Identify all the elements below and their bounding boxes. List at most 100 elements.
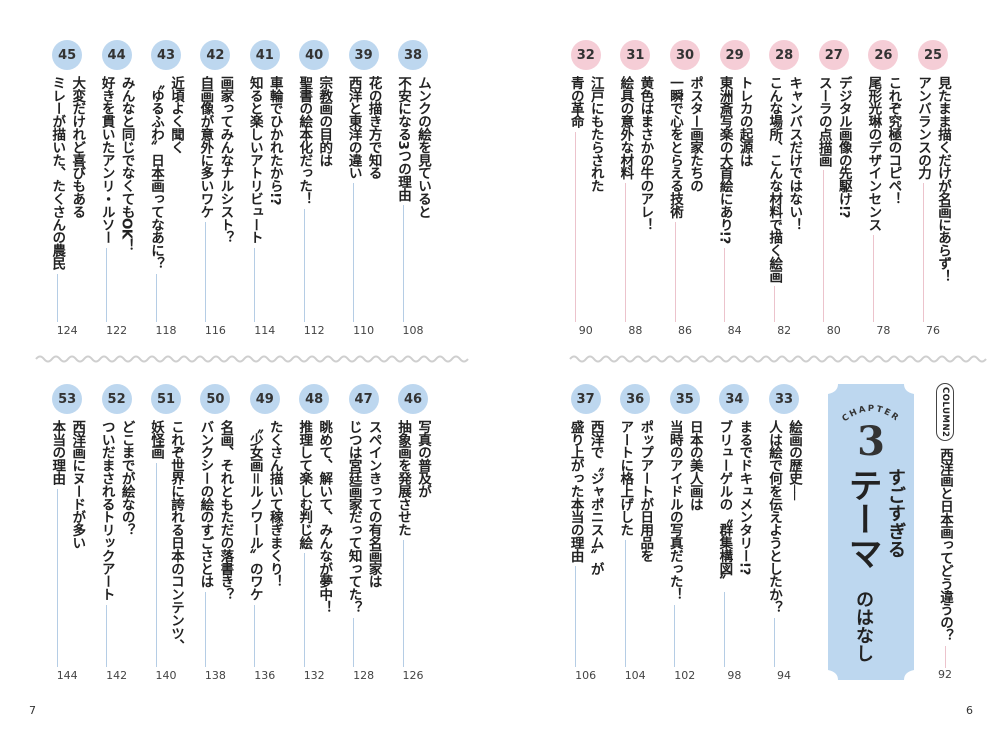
column-title: 西洋画と日本画ってどう違うの？ (937, 448, 953, 642)
leader-line (624, 540, 626, 667)
toc-entry[interactable]: 42 画家ってみんなナルシスト？ 自画像が意外に多いワケ 116 (191, 0, 239, 734)
folio-right: 6 (966, 704, 973, 717)
entry-title: どこまでが絵なの？ ついだまされるトリックアート (93, 420, 141, 667)
toc-entry[interactable]: 28 キャンバスだけではない！ こんな場所、こんな材料で描く絵画 82 (760, 0, 808, 734)
entry-page-number: 144 (56, 669, 78, 682)
entry-title: 絵画の歴史── 人は絵で何を伝えようとしたか？ (760, 420, 808, 667)
entry-number-badge: 35 (669, 384, 700, 414)
toc-entry[interactable]: 36 ポップアートが日用品を アートに格上げした 104 (611, 0, 659, 734)
toc-entry[interactable]: 53 西洋画にヌードが多い 本当の理由 144 (43, 0, 91, 734)
leader-line (353, 183, 355, 322)
toc-entry[interactable]: 43 近頃よく聞く 〝ゆるふわ〟日本画ってなあに？ 118 (142, 0, 190, 734)
entry-number-badge: 51 (151, 384, 181, 414)
leader-line (56, 488, 58, 667)
toc-entry[interactable]: 25 見たまま描くだけが名画にあらず！ アンバランスの力 76 (909, 0, 957, 734)
entry-title: ポップアートが日用品を アートに格上げした (611, 420, 659, 667)
entry-title-last-column: 不安になる3つの理由 (395, 76, 411, 322)
entry-page-number: 122 (106, 324, 128, 337)
entry-title-line: ポスター画家たちの (687, 76, 703, 193)
entry-title-last-column: 〝少女画＝ルノワール〟のワケ (247, 420, 263, 667)
chapter-title-2: テーマ (842, 468, 882, 570)
entry-title-line: 聖書の絵本化だった！ (296, 76, 313, 206)
entry-title-last-column: バンクシーの絵のすごさとは (197, 420, 213, 667)
entry-title-line: まるでドキュメンタリー!? (736, 420, 753, 575)
entry-title: たくさん描いて稼ぎまくり！ 〝少女画＝ルノワール〟のワケ (241, 420, 289, 667)
toc-entry[interactable]: 27 デジタル画像の先駆け!? スーラの点描画 80 (810, 0, 858, 734)
entry-title: デジタル画像の先駆け!? スーラの点描画 (810, 76, 858, 322)
toc-entry[interactable]: 31 黄色はまさかの牛のアレ！ 絵具の意外な材料 88 (611, 0, 659, 734)
entry-page-number: 80 (826, 324, 841, 337)
toc-entry[interactable]: 37 西洋で〝ジャポニスム〟が 盛り上がった本当の理由 106 (562, 0, 610, 734)
toc-entry[interactable]: 26 これぞ究極のコピペ！ 尾形光琳のデザインセンス 78 (859, 0, 907, 734)
leader-line (674, 604, 676, 667)
entry-title-line: 大変だけれど喜びもある (69, 76, 86, 218)
entry-title-line: たくさん描いて稼ぎまくり！ (266, 420, 283, 588)
toc-entry[interactable]: 52 どこまでが絵なの？ ついだまされるトリックアート 142 (93, 0, 141, 734)
leader-line (106, 247, 108, 322)
leader-line (944, 645, 946, 668)
entry-page-number: 112 (303, 324, 325, 337)
entry-page-number: 104 (624, 669, 646, 682)
entry-number-badge: 42 (200, 40, 231, 70)
entry-number-badge: 30 (670, 40, 700, 70)
entry-title-line: 眺めて、解いて、みんなが夢中！ (316, 420, 333, 614)
entry-number-badge: 49 (249, 384, 280, 414)
entry-number-badge: 53 (52, 384, 83, 414)
toc-entry[interactable]: 29 トレカの起源は 東洲斎写楽の大首絵にあり!? 84 (711, 0, 759, 734)
entry-title-line: ミレーが描いた、たくさんの農民 (49, 76, 66, 270)
entry-title-line: 江戸にもたらされた (587, 76, 604, 193)
entry-title-line: 妖怪画 (148, 420, 164, 459)
toc-entry[interactable]: 50 名画、それともただの落書き？ バンクシーの絵のすごさとは 138 (191, 0, 239, 734)
entry-number-badge: 52 (101, 384, 132, 414)
entry-title: 画家ってみんなナルシスト？ 自画像が意外に多いワケ (191, 76, 239, 322)
entry-title-line: 青の革命 (567, 76, 584, 128)
entry-title-line: 本当の理由 (49, 420, 66, 485)
toc-entry[interactable]: 47 スペインきっての有名画家は じつは宮廷画家だって知ってた？ 128 (340, 0, 388, 734)
entry-page-number: 76 (926, 324, 940, 337)
leader-line (204, 221, 206, 322)
entry-page-number: 140 (155, 669, 177, 682)
leader-line (402, 204, 404, 322)
entry-title-last-column: ブリューゲルの〝群集構図〟 (716, 420, 732, 667)
entry-title-line: こんな場所、こんな材料で描く絵画 (766, 76, 783, 283)
entry-title-line: 〝少女画＝ルノワール〟のワケ (246, 420, 263, 601)
leader-line (254, 247, 256, 322)
toc-entry[interactable]: 49 たくさん描いて稼ぎまくり！ 〝少女画＝ルノワール〟のワケ 136 (241, 0, 289, 734)
toc-entry[interactable]: 39 花の描き方で知る 西洋と東洋の違い 110 (340, 0, 388, 734)
entry-number-badge: 37 (570, 384, 601, 414)
toc-entry[interactable]: 45 大変だけれど喜びもある ミレーが描いた、たくさんの農民 124 (43, 0, 91, 734)
entry-title: みんなと同じでなくてもOK！ 好きを貫いたアンリ・ルソー (93, 76, 141, 322)
toc-entry[interactable]: 51 これぞ世界に誇れる日本のコンテンツ、 妖怪画 140 (142, 0, 190, 734)
entry-title-last-column: 絵具の意外な材料 (617, 76, 633, 322)
entry-page-number: 118 (155, 324, 177, 337)
entry-title-line: スーラの点描画 (815, 76, 832, 167)
entry-title-last-column: 東洲斎写楽の大首絵にあり!? (717, 76, 733, 322)
chapter-number: 3 (857, 418, 885, 465)
entry-number-badge: 48 (299, 384, 330, 414)
toc-entry[interactable]: 38 ムンクの絵を見ていると 不安になる3つの理由 108 (389, 0, 437, 734)
entry-title-last-column: 西洋と東洋の違い (346, 76, 362, 322)
toc-entry[interactable]: 30 ポスター画家たちの 一瞬で心をとらえる技術 86 (661, 0, 709, 734)
entry-title-line: アンバランスの力 (915, 76, 931, 180)
toc-entry[interactable]: 44 みんなと同じでなくてもOK！ 好きを貫いたアンリ・ルソー 122 (93, 0, 141, 734)
entry-title: 車輪でひかれたから!? 知ると楽しいアトリビュート (241, 76, 289, 322)
toc-entry[interactable]: 40 宗教画の目的は 聖書の絵本化だった！ 112 (290, 0, 338, 734)
toc-entry[interactable]: 34 まるでドキュメンタリー!? ブリューゲルの〝群集構図〟 98 (710, 0, 758, 734)
toc-entry[interactable]: 32 江戸にもたらされた 青の革命 90 (562, 0, 610, 734)
entry-title-last-column: 聖書の絵本化だった！ (296, 76, 312, 322)
toc-entry[interactable]: 41 車輪でひかれたから!? 知ると楽しいアトリビュート 114 (241, 0, 289, 734)
entry-title-line: 知ると楽しいアトリビュート (246, 76, 263, 244)
entry-number-badge: 40 (299, 40, 330, 70)
leader-line (674, 221, 676, 322)
column-entry[interactable]: 西洋画と日本画ってどう違うの？ (921, 448, 969, 668)
column-page-number: 92 (938, 668, 952, 681)
leader-line (155, 462, 157, 667)
entry-page-number: 94 (777, 669, 791, 682)
toc-entry[interactable]: 35 日本の美人画は 当時のアイドルの写真だった！ 102 (661, 0, 709, 734)
toc-entry[interactable]: 46 写真の普及が 抽象画を発展させた 126 (389, 0, 437, 734)
leader-line (204, 591, 206, 667)
toc-entry[interactable]: 48 眺めて、解いて、みんなが夢中！ 推理して楽しむ判じ絵 132 (290, 0, 338, 734)
entry-number-badge: 50 (200, 384, 231, 414)
entry-title-last-column: 好きを貫いたアンリ・ルソー (99, 76, 115, 322)
toc-entry[interactable]: 33 絵画の歴史── 人は絵で何を伝えようとしたか？ 94 (760, 0, 808, 734)
